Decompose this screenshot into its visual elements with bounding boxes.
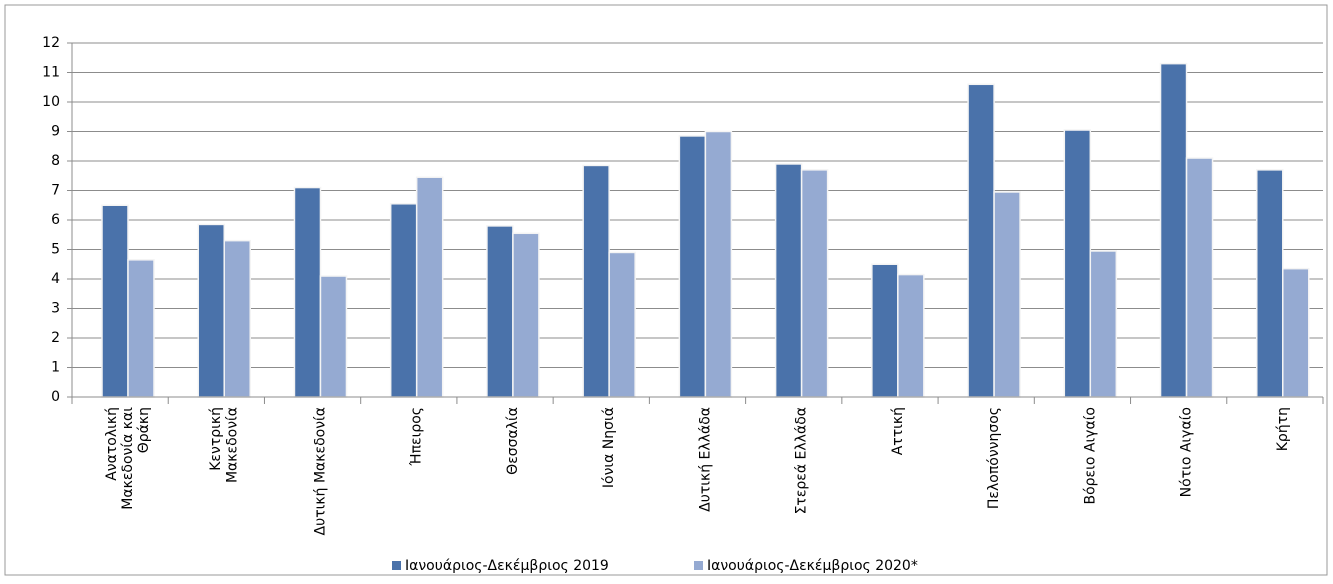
y-tick-label: 1	[51, 360, 60, 376]
x-tick-label: Ιόνια Νησιά	[601, 407, 617, 488]
bar	[1063, 129, 1092, 398]
x-tick-label: ΚεντρικήΜακεδονία	[208, 407, 240, 483]
y-tick-label: 6	[51, 212, 60, 228]
bar	[101, 204, 129, 398]
bar	[704, 130, 733, 398]
legend-swatch	[392, 561, 401, 570]
y-tick-label: 0	[51, 389, 60, 405]
bar	[897, 273, 925, 398]
x-tick-label: Κρήτη	[1275, 407, 1291, 451]
y-tick-label: 10	[42, 94, 60, 110]
bar	[871, 263, 899, 398]
y-tick-label: 5	[51, 242, 60, 258]
bar	[486, 225, 514, 398]
x-tick-label: ΑνατολικήΜακεδονία καιΘράκη	[104, 407, 152, 510]
bar	[800, 169, 829, 398]
y-tick-label: 7	[51, 183, 60, 199]
legend-swatch	[694, 561, 703, 570]
bar	[1256, 169, 1284, 398]
bar	[582, 164, 610, 398]
y-tick-label: 8	[51, 153, 60, 169]
bar	[608, 251, 636, 398]
legend-label: Ιανουάριος-Δεκέμβριος 2019	[405, 558, 609, 574]
bar	[197, 223, 225, 398]
x-tick-label: Θεσσαλία	[505, 407, 521, 475]
bar	[319, 275, 348, 398]
bar	[678, 135, 707, 398]
y-tick-label: 11	[42, 65, 60, 81]
bar	[1185, 157, 1214, 398]
y-tick-label: 12	[42, 35, 60, 51]
bar	[1159, 62, 1188, 398]
x-tick-label: Πελοπόννησος	[986, 407, 1002, 509]
bar	[774, 163, 803, 398]
y-tick-label: 2	[51, 330, 60, 346]
bar	[127, 259, 155, 398]
bar	[512, 232, 540, 398]
x-tick-label: Νότιο Αιγαίο	[1179, 407, 1195, 497]
legend-label: Ιανουάριος-Δεκέμβριος 2020*	[707, 558, 918, 574]
x-tick-label: Ήπειρος	[409, 407, 425, 467]
bar	[993, 191, 1021, 398]
bar	[1089, 250, 1118, 398]
bar	[415, 176, 444, 398]
bar	[223, 239, 251, 398]
bar	[389, 203, 418, 398]
y-tick-label: 4	[51, 271, 60, 287]
y-tick-label: 3	[51, 301, 60, 317]
x-tick-label: Αττική	[890, 407, 906, 455]
x-tick-label: Βόρειο Αιγαίο	[1082, 407, 1098, 505]
x-tick-label: Δυτική Μακεδονία	[312, 407, 328, 535]
bar	[1282, 267, 1310, 398]
x-tick-label: Δυτική Ελλάδα	[697, 407, 713, 512]
bar	[967, 83, 995, 398]
bar	[293, 186, 322, 398]
y-tick-label: 9	[51, 124, 60, 140]
x-tick-label: Στερεά Ελλάδα	[794, 407, 810, 514]
